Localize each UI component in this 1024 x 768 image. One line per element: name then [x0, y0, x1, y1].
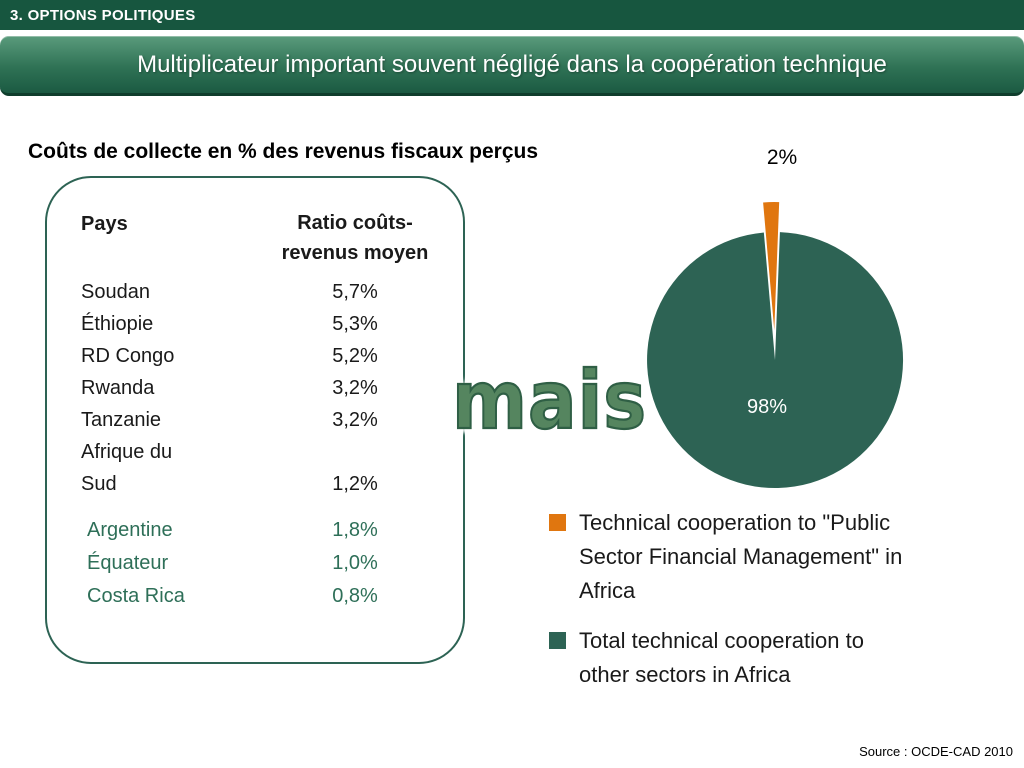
ratio-value: 5,7% [332, 281, 378, 303]
country-name: Équateur [87, 552, 169, 574]
country-name: Tanzanie [81, 409, 162, 431]
pie-slice-other-sectors [647, 232, 904, 488]
pie-slice-psfm-exploded [763, 202, 780, 331]
ratio-value: 0,8% [332, 585, 378, 607]
source-note: Source : OCDE-CAD 2010 [859, 744, 1013, 759]
table-row: Éthiopie 5,3% [81, 308, 443, 340]
country-name: Costa Rica [87, 585, 185, 607]
table-row-highlighted: Argentine 1,8% [81, 514, 443, 547]
ratio-value: 1,8% [332, 519, 378, 541]
ratio-value: 1,0% [332, 552, 378, 574]
country-name: Éthiopie [81, 313, 154, 335]
ratio-value: 1,2% [332, 473, 378, 495]
legend-label: Technical cooperation to "Public Sector … [579, 510, 903, 603]
table-row: Soudan 5,7% [81, 276, 443, 308]
column-header-ratio: Ratio coûts-revenus moyen [281, 212, 429, 264]
country-name: Rwanda [81, 377, 155, 399]
legend-label: Total technical cooperation to other sec… [579, 628, 864, 687]
slide-title: Multiplicateur important souvent négligé… [137, 50, 887, 78]
table-row: Rwanda 3,2% [81, 372, 443, 404]
legend-swatch-green-rect [549, 632, 566, 649]
table-row-highlighted: Équateur 1,0% [81, 547, 443, 580]
ratio-value: 5,2% [332, 345, 378, 367]
ratio-value: 3,2% [332, 377, 378, 399]
legend-swatch-orange-icon [549, 514, 566, 531]
table-row-highlighted: Costa Rica 0,8% [81, 580, 443, 613]
column-header-pays: Pays [81, 213, 128, 235]
overlay-word-mais: mais [451, 352, 648, 448]
ratio-value: 5,3% [332, 313, 378, 335]
country-name: Soudan [81, 281, 150, 303]
table-row: Afrique du Sud 1,2% [81, 436, 443, 500]
chart-legend: Technical cooperation to "Public Sector … [549, 506, 911, 692]
cost-ratio-table: Pays Ratio coûts-revenus moyen Soudan 5,… [45, 176, 465, 664]
title-banner: Multiplicateur important souvent négligé… [0, 36, 1024, 96]
table-row: RD Congo 5,2% [81, 340, 443, 372]
pie-chart [647, 202, 904, 488]
pie-label-98-percent: 98% [746, 396, 788, 418]
legend-item-other-sectors: Total technical cooperation to other sec… [549, 624, 911, 692]
ratio-value: 3,2% [332, 409, 378, 431]
country-name: RD Congo [81, 345, 175, 367]
pie-label-2-percent: 2% [766, 146, 798, 169]
legend-swatch-orange-rect [549, 514, 566, 531]
table-row: Tanzanie 3,2% [81, 404, 443, 436]
section-header-bar: 3. OPTIONS POLITIQUES [0, 0, 1024, 33]
table-header-row: Pays Ratio coûts-revenus moyen [81, 208, 443, 268]
legend-swatch-green-icon [549, 632, 566, 649]
table-title: Coûts de collecte en % des revenus fisca… [28, 140, 539, 163]
country-name: Afrique du Sud [81, 441, 173, 495]
legend-item-psfm: Technical cooperation to "Public Sector … [549, 506, 911, 608]
section-label: 3. OPTIONS POLITIQUES [10, 6, 196, 24]
country-name: Argentine [87, 519, 173, 541]
